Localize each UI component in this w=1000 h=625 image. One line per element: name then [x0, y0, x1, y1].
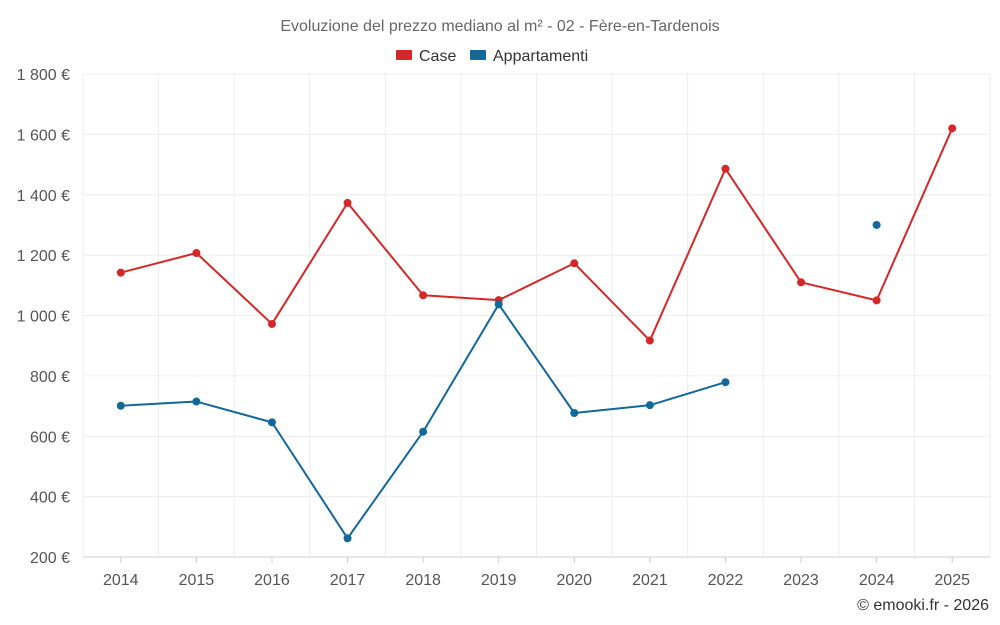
y-tick-label: 600 €	[30, 429, 70, 446]
x-tick-label: 2018	[405, 572, 441, 589]
y-tick-label: 1 200 €	[17, 248, 70, 265]
y-axis: 200 € 400 € 600 € 800 € 1 000 € 1 200 € 1 400 …	[17, 67, 70, 567]
data-point[interactable]	[645, 336, 654, 345]
data-point[interactable]	[192, 397, 201, 406]
x-tick-label: 2015	[179, 572, 215, 589]
x-tick-label: 2014	[103, 572, 139, 589]
y-tick-label: 1 400 €	[17, 188, 70, 205]
y-tick-label: 1 000 €	[17, 309, 70, 326]
y-tick-label: 1 600 €	[17, 127, 70, 144]
series-layer	[116, 124, 957, 543]
data-point[interactable]	[494, 300, 503, 309]
x-tick-label: 2016	[254, 572, 290, 589]
data-point[interactable]	[343, 198, 352, 207]
series-line	[120, 127, 954, 342]
y-tick-label: 400 €	[30, 490, 70, 507]
data-point[interactable]	[343, 534, 352, 543]
legend-label-1: Appartamenti	[493, 48, 588, 65]
data-point[interactable]	[570, 259, 579, 268]
data-point[interactable]	[419, 291, 428, 300]
grid	[82, 73, 991, 558]
data-point[interactable]	[948, 124, 957, 133]
legend: Case Appartamenti	[396, 48, 588, 65]
x-tick-label: 2024	[859, 572, 895, 589]
data-point[interactable]	[721, 378, 730, 387]
data-point[interactable]	[116, 268, 125, 277]
legend-swatch-1	[470, 50, 486, 60]
y-tick-label: 200 €	[30, 550, 70, 567]
x-tick-label: 2021	[632, 572, 668, 589]
chart-title: Evoluzione del prezzo mediano al m² - 02…	[280, 18, 719, 35]
data-point[interactable]	[267, 319, 276, 328]
series-line	[120, 303, 726, 540]
data-point[interactable]	[419, 427, 428, 436]
data-point[interactable]	[797, 278, 806, 287]
series-1	[116, 220, 881, 543]
data-point[interactable]	[872, 220, 881, 229]
data-point[interactable]	[192, 249, 201, 258]
x-tick-label: 2019	[481, 572, 517, 589]
legend-swatch-0	[396, 50, 412, 60]
credit-label: © emooki.fr - 2026	[857, 597, 989, 614]
x-tick-label: 2017	[330, 572, 366, 589]
x-axis: 2014 2015 2016 2017 2018 2019 2020 2021 2022 2023…	[103, 557, 970, 589]
data-point[interactable]	[645, 401, 654, 410]
data-point[interactable]	[872, 296, 881, 305]
y-tick-label: 1 800 €	[17, 67, 70, 84]
x-tick-label: 2023	[783, 572, 819, 589]
y-tick-label: 800 €	[30, 369, 70, 386]
legend-label-0: Case	[419, 48, 456, 65]
x-tick-label: 2020	[556, 572, 592, 589]
data-point[interactable]	[267, 418, 276, 427]
data-point[interactable]	[721, 164, 730, 173]
x-tick-label: 2022	[708, 572, 744, 589]
x-tick-label: 2025	[934, 572, 970, 589]
data-point[interactable]	[570, 409, 579, 418]
data-point[interactable]	[116, 401, 125, 410]
